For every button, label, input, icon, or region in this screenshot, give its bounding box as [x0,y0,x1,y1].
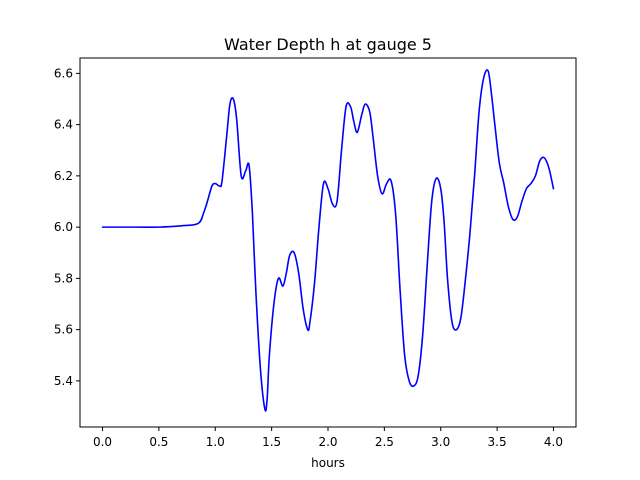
x-tick-label: 4.0 [544,435,563,449]
y-tick-label: 6.0 [54,220,73,234]
x-axis-label: hours [311,456,345,470]
x-tick-label: 3.5 [488,435,507,449]
x-tick-label: 3.0 [431,435,450,449]
series-line-0 [101,69,555,412]
y-tick-label: 6.6 [54,66,73,80]
x-axis-ticks: 0.0 0.5 1.0 1.5 2.0 2.5 3.0 3.5 4.0 [93,427,563,449]
series-layer [101,69,555,412]
y-tick-label: 5.4 [54,374,73,388]
y-tick-label: 5.6 [54,323,73,337]
x-tick-label: 1.5 [262,435,281,449]
y-axis-ticks: 5.4 5.6 5.8 6.0 6.2 6.4 6.6 [54,66,80,388]
y-tick-label: 5.8 [54,271,73,285]
x-tick-label: 2.5 [375,435,394,449]
x-tick-label: 0.5 [149,435,168,449]
y-tick-label: 6.4 [54,118,73,132]
x-tick-label: 1.0 [206,435,225,449]
x-tick-label: 0.0 [93,435,112,449]
x-tick-label: 2.0 [318,435,337,449]
chart-title: Water Depth h at gauge 5 [224,35,432,54]
y-tick-label: 6.2 [54,169,73,183]
